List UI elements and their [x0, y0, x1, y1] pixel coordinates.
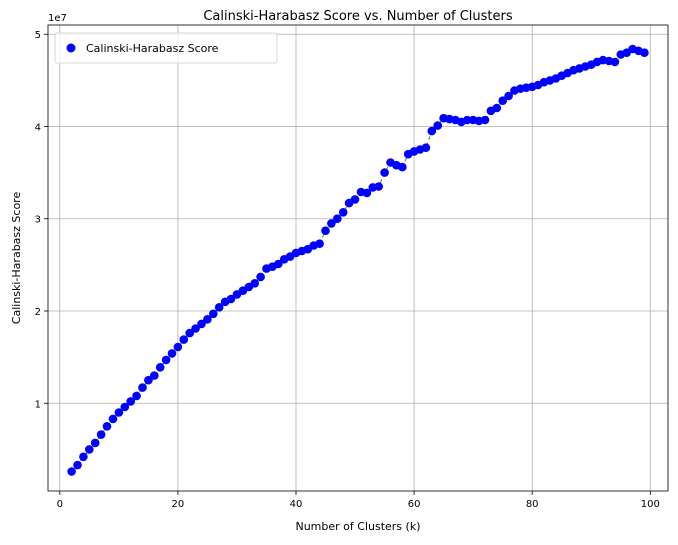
data-point: [120, 402, 130, 412]
x-tick-label: 40: [290, 499, 303, 510]
data-point: [167, 349, 177, 358]
data-point: [350, 195, 360, 204]
data-point: [90, 438, 100, 448]
data-point: [333, 214, 342, 223]
plot-frame: [47, 24, 669, 492]
data-point: [185, 328, 194, 338]
legend-box: [54, 32, 278, 64]
y-tick-label: 1: [35, 399, 41, 410]
data-point: [138, 383, 147, 392]
data-point: [203, 315, 212, 324]
data-point: [315, 239, 324, 248]
data-point: [250, 279, 259, 288]
data-point: [256, 272, 265, 282]
y-tick-label: 4: [35, 122, 41, 133]
data-point: [73, 460, 82, 470]
data-point: [462, 115, 472, 125]
data-point: [498, 96, 508, 105]
data-point: [96, 430, 106, 439]
data-point: [226, 294, 236, 304]
data-point: [191, 324, 200, 333]
data-point: [433, 121, 443, 130]
data-point: [67, 467, 76, 476]
data-point: [85, 445, 94, 454]
data-point: [79, 452, 88, 462]
data-point: [179, 335, 189, 344]
data-point: [274, 259, 283, 269]
series-points: [67, 44, 649, 476]
y-tick-label: 2: [35, 307, 41, 318]
data-point: [197, 319, 206, 329]
data-point: [161, 355, 171, 365]
chart-title: Calinski-Harabasz Score vs. Number of Cl…: [203, 9, 513, 24]
data-point: [214, 303, 224, 312]
data-point: [427, 126, 437, 136]
data-point: [338, 208, 348, 217]
data-point: [114, 408, 124, 417]
data-point: [504, 91, 513, 101]
data-point: [108, 414, 118, 424]
data-point: [374, 182, 384, 191]
data-point: [327, 219, 336, 228]
x-tick-label: 80: [526, 499, 539, 510]
legend-marker: [66, 43, 76, 53]
data-point: [173, 342, 183, 352]
data-point: [380, 168, 389, 177]
data-point: [155, 363, 165, 372]
data-point: [610, 57, 620, 67]
data-point: [144, 375, 153, 385]
y-tick-label: 3: [35, 215, 41, 226]
x-tick-label: 0: [57, 499, 63, 510]
data-point: [321, 226, 330, 235]
y-axis-label: Calinski-Harabasz Score: [10, 192, 23, 325]
y-axis-offset-label: 1e7: [48, 13, 67, 24]
data-point: [398, 162, 407, 172]
data-point: [492, 103, 502, 113]
x-tick-label: 20: [172, 499, 185, 510]
data-point: [209, 309, 218, 319]
x-tick-label: 100: [641, 499, 660, 510]
data-point: [102, 422, 112, 431]
data-point: [126, 397, 135, 406]
data-point: [480, 115, 490, 125]
axis-ticks: 0 20 40 60 80 100 1 2 3 4 5: [35, 30, 660, 510]
legend: Calinski-Harabasz Score: [54, 32, 278, 64]
data-point: [421, 143, 431, 152]
y-tick-label: 5: [35, 30, 41, 41]
data-point: [362, 188, 372, 198]
x-tick-label: 60: [408, 499, 421, 510]
data-point: [132, 391, 141, 401]
x-axis-label: Number of Clusters (k): [295, 520, 420, 533]
data-point: [640, 48, 649, 57]
legend-label: Calinski-Harabasz Score: [86, 42, 219, 55]
data-point: [150, 371, 159, 380]
